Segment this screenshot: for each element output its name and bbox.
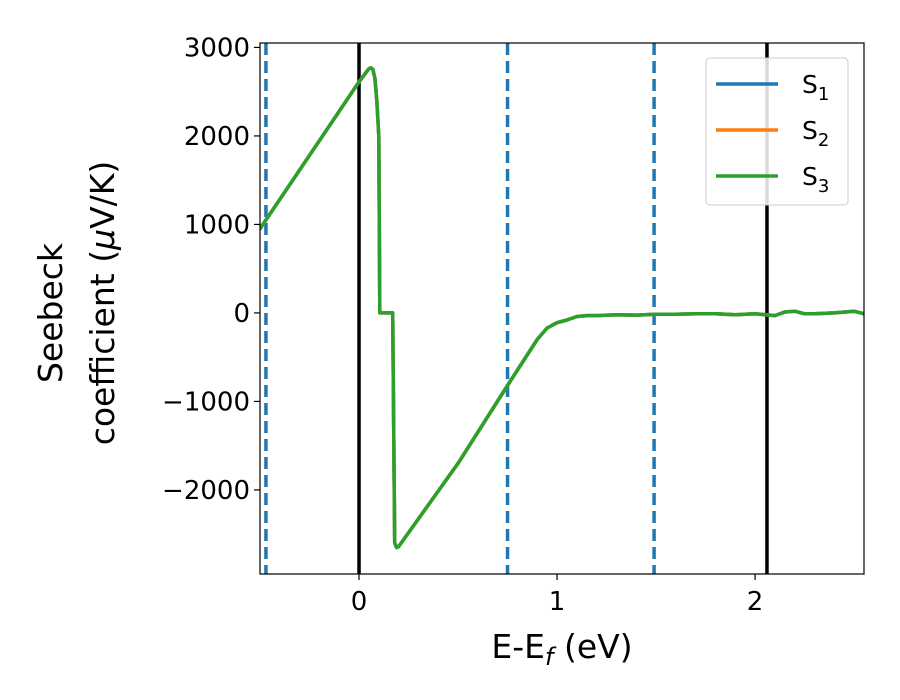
legend-label-s1: S1 (802, 70, 829, 105)
x-axis-label-unit: (eV) (553, 627, 632, 666)
x-tick-label: 0 (351, 587, 368, 617)
y-tick-label: 2000 (184, 122, 250, 152)
series-lines (260, 66, 864, 550)
x-tick-label: 1 (549, 587, 566, 617)
x-tick-label: 2 (747, 587, 764, 617)
y-axis-ticks: 3000 2000 1000 0 −1000 −2000 (162, 33, 260, 506)
y-axis-label-line2: coefficient (μV/K) (83, 161, 122, 446)
x-axis-ticks: 0 1 2 (351, 574, 764, 617)
y-tick-label: 3000 (184, 33, 250, 63)
vertical-reference-lines (264, 43, 769, 574)
y-axis-label-line2-unit: V/K) (83, 161, 122, 229)
y-axis-label-line2-main: coefficient ( (83, 250, 122, 445)
y-axis-label-line2-mu: μ (83, 229, 122, 251)
y-tick-label: 0 (233, 299, 250, 329)
plot-area-frame (259, 42, 865, 575)
x-axis-label: E-Ef (eV) (491, 627, 632, 671)
y-tick-label: −1000 (162, 387, 250, 417)
y-tick-label: 1000 (184, 210, 250, 240)
legend-label-s2: S2 (802, 116, 829, 151)
y-axis-label-line1: Seebeck (31, 242, 70, 383)
legend-label-s3: S3 (802, 162, 829, 197)
y-tick-label: −2000 (162, 476, 250, 506)
legend: S1 S2 S3 (705, 57, 849, 206)
series-line-s3 (260, 66, 864, 550)
x-axis-label-main: E-E (491, 627, 545, 666)
